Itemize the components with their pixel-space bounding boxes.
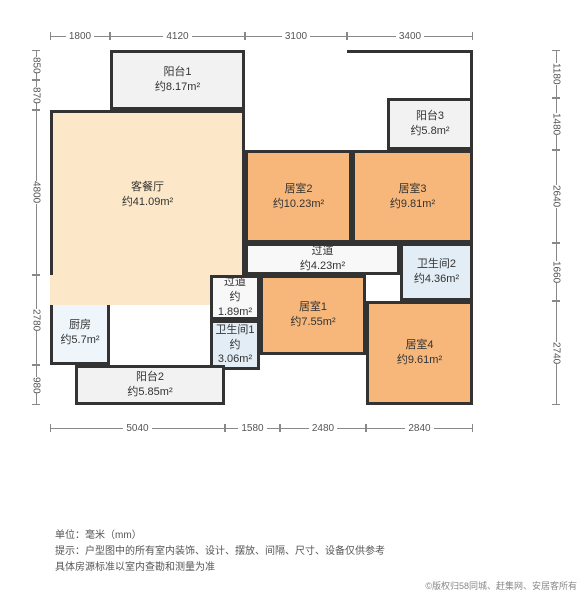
dimension-label: 4120 (110, 28, 245, 44)
room-area: 约7.55m² (290, 315, 335, 330)
room-area: 约9.81m² (390, 197, 435, 212)
room-area: 约4.36m² (414, 272, 459, 287)
room-name: 厨房 (69, 318, 91, 333)
room-living: 客餐厅约41.09m² (50, 110, 245, 280)
dimension-label: 980 (28, 365, 44, 405)
dimension-label: 4800 (28, 110, 44, 275)
room-bath1: 卫生间1约3.06m² (210, 320, 260, 370)
room-name: 卫生间2 (417, 257, 456, 272)
dimension-label: 850 (28, 50, 44, 80)
dimension-label: 2840 (366, 420, 473, 436)
floorplan-container: 1800412031003400 85087048002780980 11801… (0, 0, 587, 600)
room-balcony2: 阳台2约5.85m² (75, 365, 225, 405)
dimension-label: 870 (28, 80, 44, 110)
dimension-label: 2480 (280, 420, 366, 436)
room-name: 过道 (224, 275, 246, 290)
room-living-ext (50, 275, 210, 305)
room-area: 约10.23m² (273, 197, 324, 212)
room-name: 客餐厅 (131, 180, 164, 195)
room-area: 约5.8m² (410, 124, 449, 139)
room-name: 居室4 (405, 338, 433, 353)
room-name: 居室3 (398, 182, 426, 197)
room-name: 阳台1 (163, 65, 191, 80)
copyright-text: ©版权归58同城、赶集网、安居客所有 (425, 579, 577, 592)
hint-2: 具体房源标准以室内查勘和测量为准 (55, 560, 385, 576)
dimension-label: 3100 (245, 28, 347, 44)
room-area: 约9.61m² (397, 353, 442, 368)
room-balcony3: 阳台3约5.8m² (387, 98, 473, 150)
room-area: 约8.17m² (155, 80, 200, 95)
dimension-label: 1660 (548, 243, 564, 301)
room-area: 约5.85m² (127, 385, 172, 400)
room-area: 约4.23m² (300, 259, 345, 274)
room-bath2: 卫生间2约4.36m² (400, 243, 473, 301)
dimension-label: 1800 (50, 28, 110, 44)
corner-top-right (347, 50, 473, 98)
room-area: 约41.09m² (122, 195, 173, 210)
dimension-label: 2740 (548, 301, 564, 405)
room-name: 阳台2 (136, 370, 164, 385)
room-name: 阳台3 (416, 109, 444, 124)
room-balcony1: 阳台1约8.17m² (110, 50, 245, 110)
room-bed4: 居室4约9.61m² (366, 301, 473, 405)
dimension-label: 1580 (225, 420, 280, 436)
dimension-label: 5040 (50, 420, 225, 436)
room-area: 约5.7m² (60, 333, 99, 348)
room-area: 约3.06m² (213, 338, 257, 368)
room-corridor1: 过道约1.89m² (210, 275, 260, 320)
room-bed1: 居室1约7.55m² (260, 275, 366, 355)
room-kitchen: 厨房约5.7m² (50, 300, 110, 365)
unit-label: 单位：毫米（mm） (55, 528, 385, 544)
room-name: 卫生间1 (215, 323, 254, 338)
dimension-label: 2640 (548, 150, 564, 243)
dimension-label: 3400 (347, 28, 473, 44)
room-area: 约1.89m² (213, 290, 257, 320)
dimension-label: 1480 (548, 98, 564, 150)
dimension-label: 2780 (28, 275, 44, 365)
hint-1: 提示：户型图中的所有室内装饰、设计、摆放、间隔、尺寸、设备仅供参考 (55, 544, 385, 560)
room-name: 过道 (312, 244, 334, 259)
room-name: 居室2 (284, 182, 312, 197)
room-corridor2: 过道约4.23m² (245, 243, 400, 275)
dimension-label: 1180 (548, 50, 564, 98)
footer-notes: 单位：毫米（mm） 提示：户型图中的所有室内装饰、设计、摆放、间隔、尺寸、设备仅… (55, 528, 385, 576)
room-bed3: 居室3约9.81m² (352, 150, 473, 243)
room-name: 居室1 (299, 300, 327, 315)
room-bed2: 居室2约10.23m² (245, 150, 352, 243)
